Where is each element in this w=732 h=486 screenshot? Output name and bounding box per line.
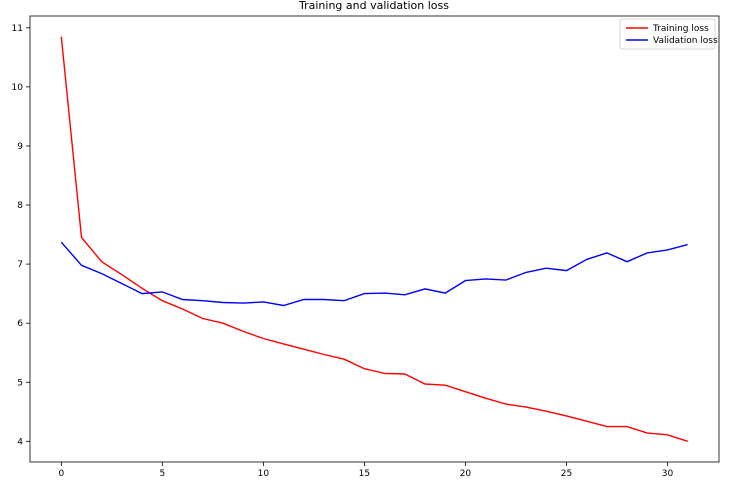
x-axis: 0 5 10 15 20 25 30	[58, 462, 673, 479]
y-tick-label: 9	[17, 142, 23, 152]
legend-label-0: Training loss	[652, 24, 709, 34]
x-tick-label: 15	[359, 469, 370, 479]
y-tick-label: 11	[12, 24, 23, 34]
y-tick-label: 8	[17, 201, 23, 211]
x-tick-label: 25	[561, 469, 572, 479]
legend-label-1: Validation loss	[653, 36, 718, 46]
series-line-1	[60, 241, 688, 307]
y-tick-label: 5	[17, 378, 23, 388]
legend: Training loss Validation loss	[619, 18, 718, 50]
plot-frame	[29, 15, 720, 463]
y-tick-label: 10	[12, 83, 24, 93]
series-layer	[60, 36, 688, 442]
x-tick-label: 5	[159, 469, 165, 479]
y-tick-label: 7	[17, 260, 23, 270]
y-axis: 4 5 6 7 8 9 10 11	[12, 24, 30, 447]
x-tick-label: 30	[662, 469, 674, 479]
x-tick-label: 0	[58, 469, 64, 479]
y-tick-label: 4	[17, 437, 23, 447]
x-tick-label: 20	[460, 469, 472, 479]
y-tick-label: 6	[17, 319, 23, 329]
x-tick-label: 10	[258, 469, 270, 479]
legend-box	[619, 18, 716, 50]
chart-title: Training and validation loss	[298, 0, 449, 12]
series-line-0	[60, 36, 688, 442]
